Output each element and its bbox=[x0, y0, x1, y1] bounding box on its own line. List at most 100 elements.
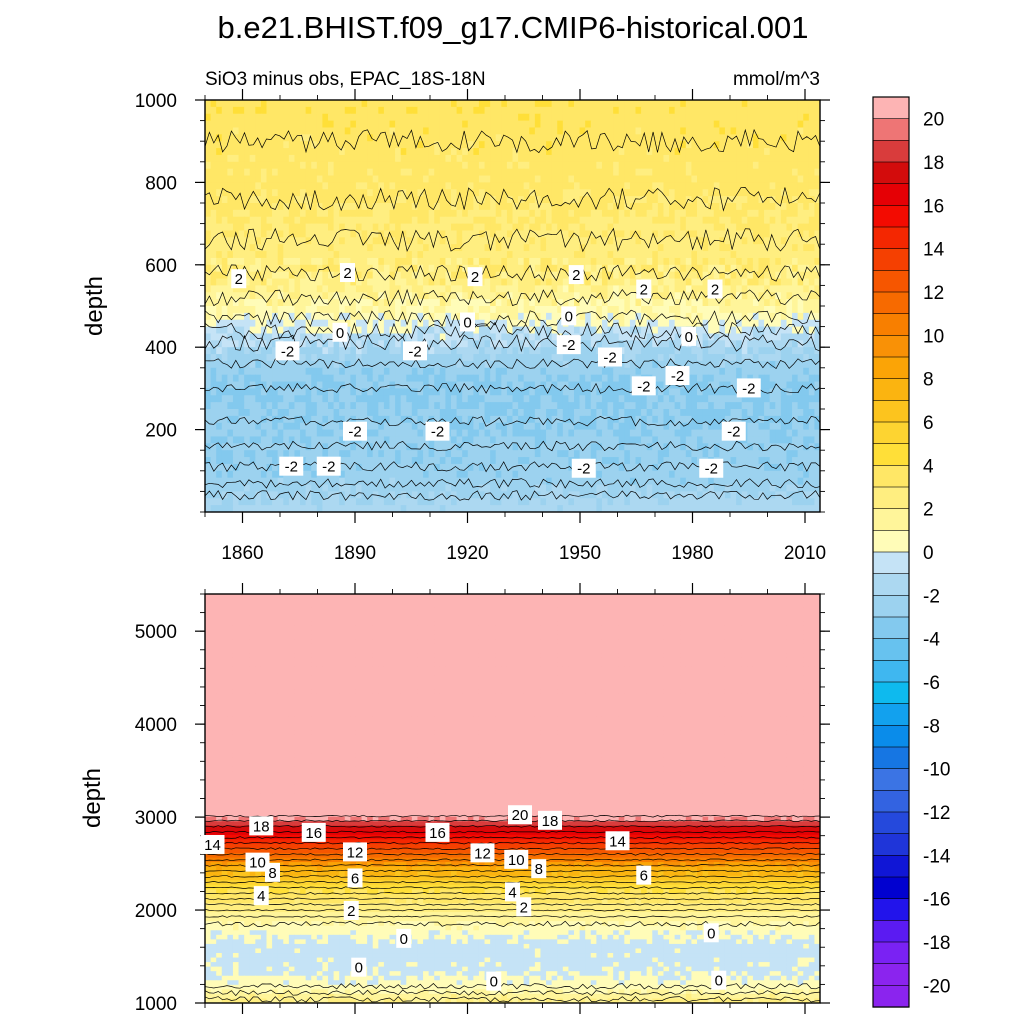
field-cell bbox=[232, 402, 240, 410]
field-cell bbox=[741, 223, 748, 232]
field-cell bbox=[523, 285, 530, 293]
field-cell bbox=[210, 354, 217, 362]
field-cell bbox=[490, 360, 497, 369]
field-cell bbox=[272, 100, 279, 108]
field-cell bbox=[400, 168, 407, 177]
field-cell bbox=[585, 251, 592, 259]
field-cell bbox=[585, 367, 592, 376]
field-cell bbox=[283, 367, 290, 376]
field-cell bbox=[283, 168, 290, 177]
field-cell bbox=[512, 292, 519, 300]
field-cell bbox=[534, 168, 542, 177]
field-cell bbox=[752, 319, 760, 328]
field-cell bbox=[713, 251, 720, 259]
field-cell bbox=[300, 134, 307, 142]
field-cell bbox=[266, 244, 273, 252]
field-cell bbox=[411, 106, 419, 115]
field-cell bbox=[551, 203, 558, 211]
field-cell bbox=[540, 148, 547, 156]
field-cell bbox=[490, 189, 497, 197]
field-cell bbox=[596, 292, 603, 300]
field-cell bbox=[277, 182, 284, 190]
field-cell bbox=[747, 312, 754, 321]
field-cell bbox=[506, 223, 514, 232]
field-cell bbox=[372, 196, 379, 204]
field-cell bbox=[691, 395, 698, 403]
field-cell bbox=[775, 182, 782, 190]
field-cell bbox=[232, 312, 240, 321]
field-cell bbox=[747, 306, 754, 314]
field-cell bbox=[456, 209, 463, 218]
field-cell bbox=[484, 168, 491, 177]
field-cell bbox=[350, 196, 357, 204]
field-cell bbox=[663, 209, 670, 218]
field-cell bbox=[518, 319, 525, 328]
field-cell bbox=[478, 312, 486, 321]
field-cell bbox=[512, 106, 519, 115]
field-cell bbox=[780, 134, 788, 142]
field-cell bbox=[473, 244, 480, 252]
field-cell bbox=[713, 299, 720, 307]
field-cell bbox=[439, 189, 447, 197]
field-cell bbox=[764, 271, 771, 280]
field-cell bbox=[680, 203, 687, 211]
field-cell bbox=[389, 340, 396, 348]
field-cell bbox=[495, 264, 502, 273]
field-cell bbox=[395, 367, 402, 376]
field-cell bbox=[702, 340, 709, 348]
field-cell bbox=[540, 333, 547, 341]
field-cell bbox=[417, 148, 424, 156]
field-cell bbox=[702, 312, 709, 321]
field-cell bbox=[221, 154, 228, 163]
field-cell bbox=[713, 347, 720, 355]
field-cell bbox=[546, 154, 553, 163]
field-cell bbox=[322, 347, 329, 355]
field-cell bbox=[400, 395, 407, 403]
field-cell bbox=[641, 326, 648, 335]
field-cell bbox=[792, 388, 799, 396]
field-cell bbox=[669, 127, 676, 135]
field-cell bbox=[355, 285, 363, 293]
field-cell bbox=[803, 251, 810, 259]
field-cell bbox=[562, 120, 570, 129]
field-cell bbox=[724, 113, 732, 122]
field-cell bbox=[328, 244, 335, 252]
field-cell bbox=[613, 306, 620, 314]
field-cell bbox=[506, 106, 514, 115]
field-cell bbox=[350, 148, 357, 156]
field-cell bbox=[568, 395, 575, 403]
field-cell bbox=[311, 285, 318, 293]
field-cell bbox=[462, 175, 469, 183]
field-cell bbox=[546, 113, 553, 122]
field-cell bbox=[367, 333, 374, 341]
field-cell bbox=[786, 381, 793, 389]
field-cell bbox=[355, 154, 363, 163]
field-cell bbox=[797, 347, 804, 355]
field-cell bbox=[641, 395, 648, 403]
field-cell bbox=[546, 161, 553, 170]
field-cell bbox=[255, 285, 262, 293]
field-cell bbox=[613, 189, 620, 197]
field-cell bbox=[406, 333, 413, 341]
field-cell bbox=[439, 306, 447, 314]
field-cell bbox=[724, 244, 732, 252]
field-cell bbox=[445, 271, 452, 280]
field-cell bbox=[249, 244, 256, 252]
field-cell bbox=[322, 278, 329, 286]
field-cell bbox=[294, 251, 301, 259]
field-cell bbox=[484, 278, 491, 286]
field-cell bbox=[669, 120, 676, 129]
field-cell bbox=[451, 244, 458, 252]
field-cell bbox=[434, 402, 441, 410]
field-cell bbox=[663, 354, 670, 362]
field-cell bbox=[663, 244, 670, 252]
field-cell bbox=[529, 299, 536, 307]
field-cell bbox=[780, 237, 788, 245]
field-cell bbox=[400, 182, 407, 190]
field-cell bbox=[562, 230, 570, 238]
field-cell bbox=[814, 271, 820, 280]
field-cell bbox=[523, 168, 530, 177]
field-cell bbox=[216, 244, 223, 252]
field-cell bbox=[272, 106, 279, 115]
field-cell bbox=[697, 278, 704, 286]
